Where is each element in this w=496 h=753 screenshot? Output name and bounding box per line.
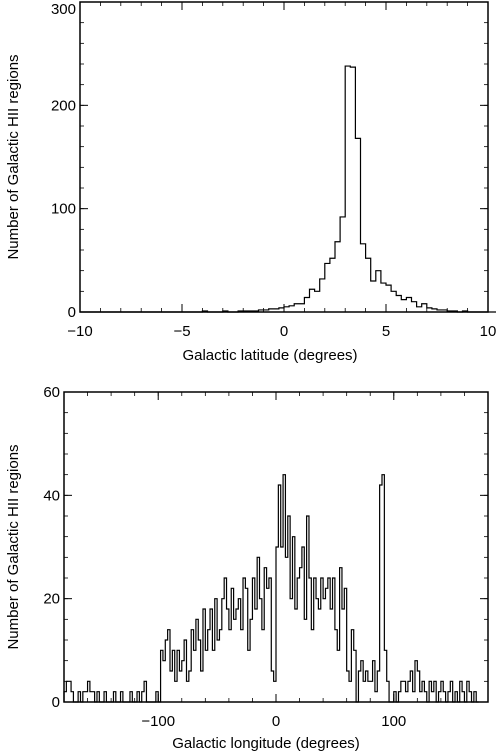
- x-tick-label-latitude-1: −5: [173, 323, 190, 340]
- x-tick-label-latitude-2: 0: [280, 323, 288, 340]
- histogram-longitude: [63, 474, 479, 703]
- y-tick-label-latitude-2: 200: [51, 97, 76, 114]
- x-axis-label-latitude: Galactic latitude (degrees): [182, 347, 357, 364]
- chart-longitude: −100 0 100 0 20 40 60 Galactic longitude (degr…: [5, 384, 489, 752]
- y-axis-label-latitude: Number of Galactic HII regions: [5, 54, 22, 259]
- x-tick-label-latitude-4: 10: [480, 323, 496, 340]
- x-tick-label-latitude-0: −10: [67, 323, 92, 340]
- x-tick-label-longitude-2: 100: [381, 713, 406, 730]
- plot-frame-latitude: [79, 1, 489, 313]
- y-tick-label-longitude-1: 20: [43, 591, 60, 608]
- y-tick-label-latitude-3: 300: [51, 1, 76, 18]
- x-tick-label-longitude-1: 0: [272, 713, 280, 730]
- y-tick-label-longitude-3: 60: [43, 384, 60, 401]
- x-tick-label-longitude-0: −100: [141, 713, 175, 730]
- x-tick-label-latitude-3: 5: [382, 323, 390, 340]
- y-tick-label-latitude-1: 100: [51, 201, 76, 218]
- ticks-longitude: −100 0 100 0 20 40 60: [43, 384, 489, 730]
- y-tick-label-latitude-0: 0: [68, 304, 76, 321]
- y-axis-label-longitude: Number of Galactic HII regions: [5, 444, 22, 649]
- y-tick-label-longitude-2: 40: [43, 487, 60, 504]
- x-axis-label-longitude: Galactic longitude (degrees): [172, 735, 360, 752]
- y-tick-label-longitude-0: 0: [52, 694, 60, 711]
- histogram-latitude: [80, 65, 496, 313]
